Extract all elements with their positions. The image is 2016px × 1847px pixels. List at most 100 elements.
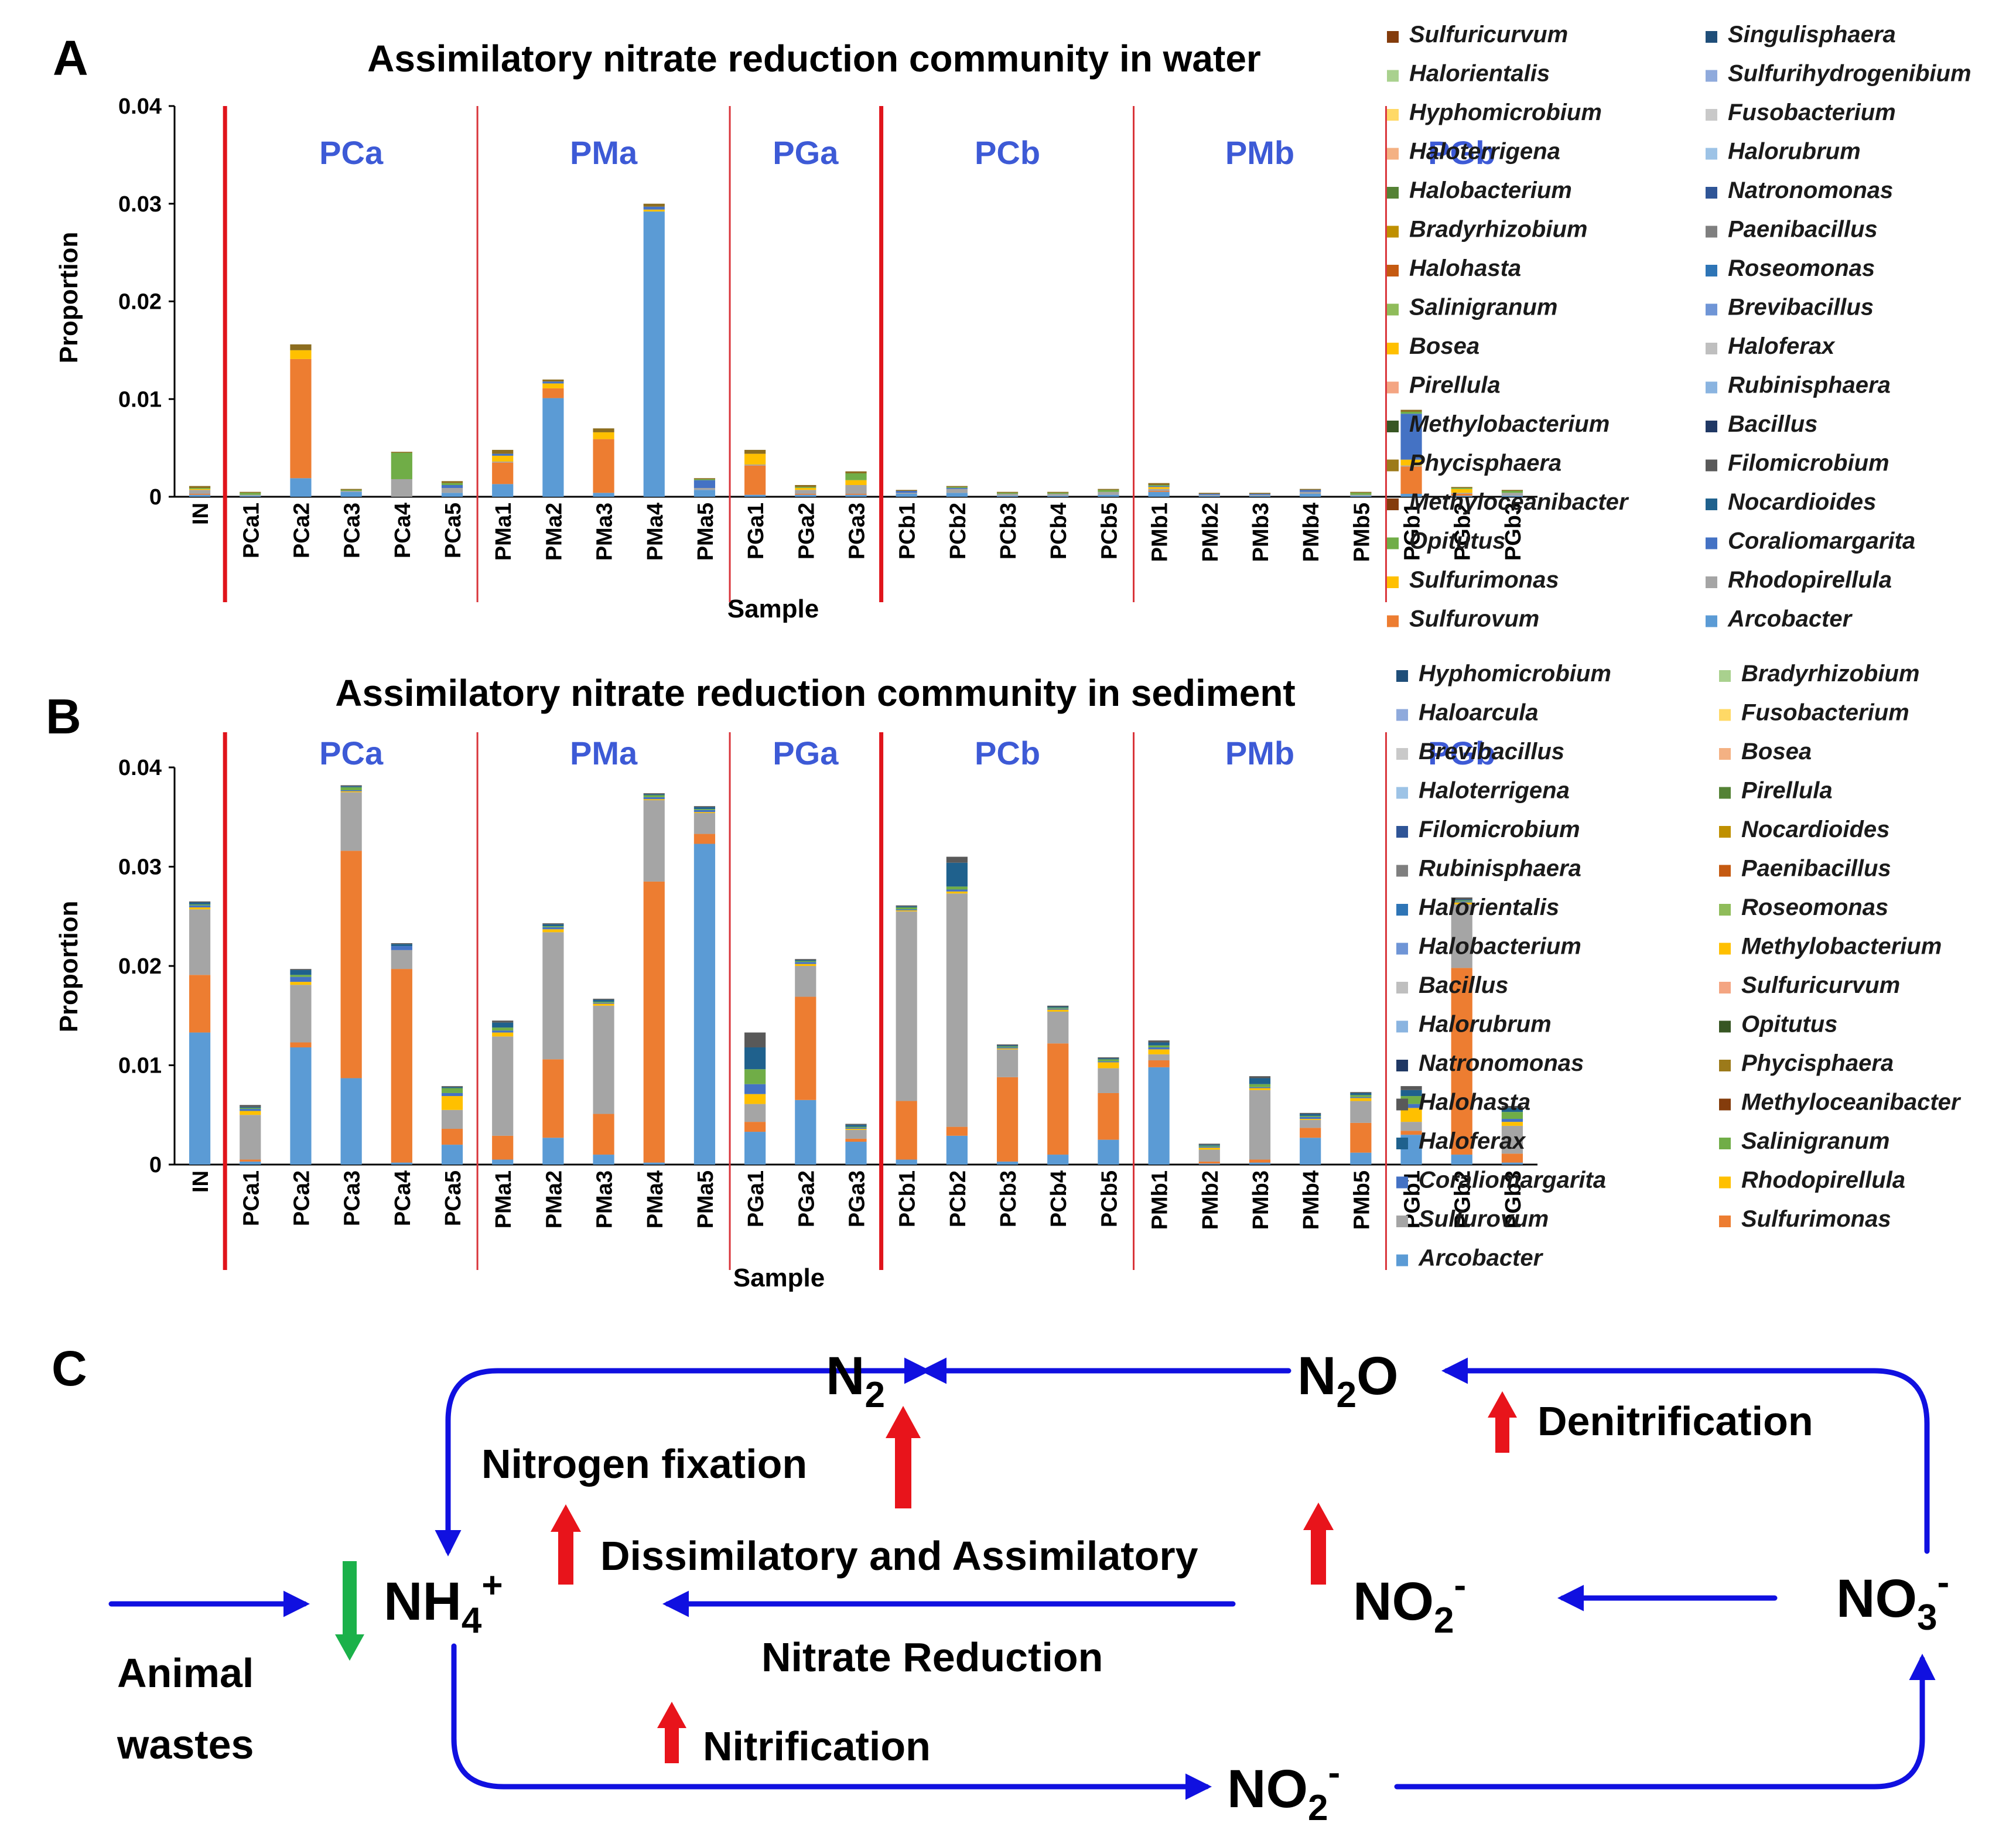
bar-segment-other-genera — [1501, 490, 1523, 491]
bar-segment-other-genera — [996, 1044, 1019, 1046]
bar-segment-arcobacter — [1249, 496, 1271, 497]
bar-segment-sulfurimonas — [1198, 1161, 1220, 1164]
bar-segment-sulfurovum — [492, 1036, 514, 1136]
legend-label: Sulfurovum — [1419, 1206, 1549, 1232]
bar-segment-haloferax — [744, 1047, 766, 1070]
bar-segment-coraliomargarita — [946, 889, 968, 892]
bar-segment-sulfurimonas — [340, 851, 362, 1078]
bar-segment-salinigranum — [896, 907, 917, 910]
bar-segment-coraliomargarita — [441, 1093, 463, 1097]
bar-segment-haloferax — [1198, 1145, 1220, 1146]
bar-segment-other-genera — [441, 481, 463, 483]
bar-segment-haloferax — [391, 944, 412, 947]
bar-segment-sulfurimonas — [1098, 1093, 1119, 1140]
label-nitrogen-fixation: Nitrogen fixation — [481, 1441, 807, 1487]
legend-swatch — [1396, 670, 1408, 682]
legend-label: Coraliomargarita — [1728, 528, 1915, 554]
bar-segment-arcobacter — [643, 1162, 665, 1165]
label-reduction-line2: Nitrate Reduction — [761, 1634, 1103, 1680]
bar-segment-arcobacter — [795, 494, 816, 497]
bar-segment-other-genera — [1400, 409, 1422, 412]
bar-segment-sulfurimonas — [1047, 1043, 1069, 1155]
legend-label: Coraliomargarita — [1419, 1167, 1606, 1193]
legend-swatch — [1396, 1060, 1408, 1071]
bar-segment-arcobacter — [1198, 1163, 1220, 1165]
bar-segment-sulfurimonas — [845, 1138, 867, 1142]
legend-label: Natronomonas — [1419, 1050, 1584, 1076]
bar-segment-opitutus — [1047, 493, 1069, 494]
bar-segment-rhodopirellula — [391, 479, 412, 497]
chart-title-b: Assimilatory nitrate reduction community… — [335, 672, 1295, 714]
legend-label: Arcobacter — [1727, 606, 1853, 632]
bar-segment-coraliomargarita — [896, 909, 917, 911]
x-tick-label: PMa5 — [693, 1170, 718, 1228]
bar-segment-haloferax — [593, 999, 614, 1002]
bar-segment-coraliomargarita — [1400, 414, 1422, 460]
bar-segment-sulfurimonas — [492, 455, 514, 462]
legend-swatch — [1387, 70, 1399, 82]
label-animal-wastes-1: Animal — [117, 1650, 254, 1696]
bar-segment-other-genera — [441, 1086, 463, 1087]
bar-segment-haloferax — [996, 1045, 1019, 1047]
bar-segment-rhodopirellula — [1148, 1049, 1170, 1054]
bar-segment-other-genera — [845, 1124, 867, 1125]
legend-label: Filomicrobium — [1419, 817, 1580, 842]
bar-segment-arcobacter — [946, 493, 968, 497]
bar-segment-other-genera — [492, 1020, 514, 1023]
bar-segment-rhodopirellula — [1249, 494, 1271, 496]
bar-segment-arcobacter — [744, 494, 766, 497]
x-tick-label: PGa2 — [794, 503, 819, 559]
bar-segment-sulfurovum — [896, 911, 917, 1101]
bar-segment-coraliomargarita — [1300, 490, 1321, 492]
bar-segment-arcobacter — [795, 1100, 816, 1165]
bar-segment-sulfurimonas — [189, 975, 211, 1033]
legend-swatch — [1719, 826, 1731, 838]
bar-segment-rhodopirellula — [1350, 494, 1372, 496]
bar-segment-arcobacter — [896, 1159, 917, 1165]
bar-segment-arcobacter — [1148, 491, 1170, 497]
x-tick-label: PCb1 — [896, 1170, 920, 1227]
bar-segment-salinigranum — [1198, 1145, 1220, 1147]
bar-segment-salinigranum — [593, 1002, 614, 1003]
bar-segment-haloferax — [1400, 1090, 1422, 1097]
x-tick-label: PCa1 — [239, 503, 264, 558]
group-label: PGa — [773, 134, 839, 171]
panel-b: B Assimilatory nitrate reduction communi… — [46, 661, 1962, 1292]
down-arrow-nh4-icon — [335, 1561, 364, 1661]
legend-label: Roseomonas — [1728, 255, 1875, 281]
legend-swatch — [1396, 1138, 1408, 1149]
legend-label: Bosea — [1741, 739, 1812, 764]
legend-label: Sulfurihydrogenibium — [1728, 61, 1971, 87]
bar-segment-rhodopirellula — [1501, 493, 1523, 496]
legend-label: Sulfuricurvum — [1741, 972, 1900, 998]
bar-segment-other-genera — [744, 449, 766, 454]
x-tick-label: PMa4 — [643, 1170, 668, 1228]
bar-segment-haloferax — [795, 960, 816, 961]
bar-segment-sulfurovum — [1300, 1119, 1321, 1128]
bar-segment-other-genera — [1148, 483, 1170, 485]
bar-segment-arcobacter — [542, 1138, 564, 1165]
legend-label: Roseomonas — [1741, 895, 1888, 920]
bar-segment-rhodopirellula — [1249, 1088, 1271, 1090]
legend-swatch — [1387, 303, 1399, 316]
bar-segment-coraliomargarita — [1300, 1117, 1321, 1119]
x-tick-label: PGb3 — [1501, 1170, 1526, 1228]
bar-segment-other-genera — [1148, 1040, 1170, 1043]
legend-swatch — [1396, 904, 1408, 916]
bar-segment-sulfurovum — [593, 1005, 614, 1114]
bar-segment-sulfurimonas — [542, 383, 564, 388]
bar-segment-coraliomargarita — [1198, 1146, 1220, 1148]
bar-segment-sulfurovum — [946, 893, 968, 1127]
legend-label: Rhodopirellula — [1741, 1167, 1905, 1193]
x-tick-label: PMb4 — [1299, 1170, 1324, 1230]
legend-swatch — [1706, 109, 1717, 121]
bar-segment-other-genera — [340, 785, 362, 787]
bar-segment-arcobacter — [1098, 1139, 1119, 1165]
bar-segment-arcobacter — [441, 1145, 463, 1165]
legend-label: Pirellula — [1409, 373, 1501, 398]
bar-segment-coraliomargarita — [1400, 1104, 1422, 1108]
bar-segment-sulfurovum — [1400, 1122, 1422, 1131]
bar-segment-rhodopirellula — [240, 494, 261, 496]
bar-segment-other-genera — [896, 490, 917, 491]
legend-swatch — [1396, 1098, 1408, 1111]
